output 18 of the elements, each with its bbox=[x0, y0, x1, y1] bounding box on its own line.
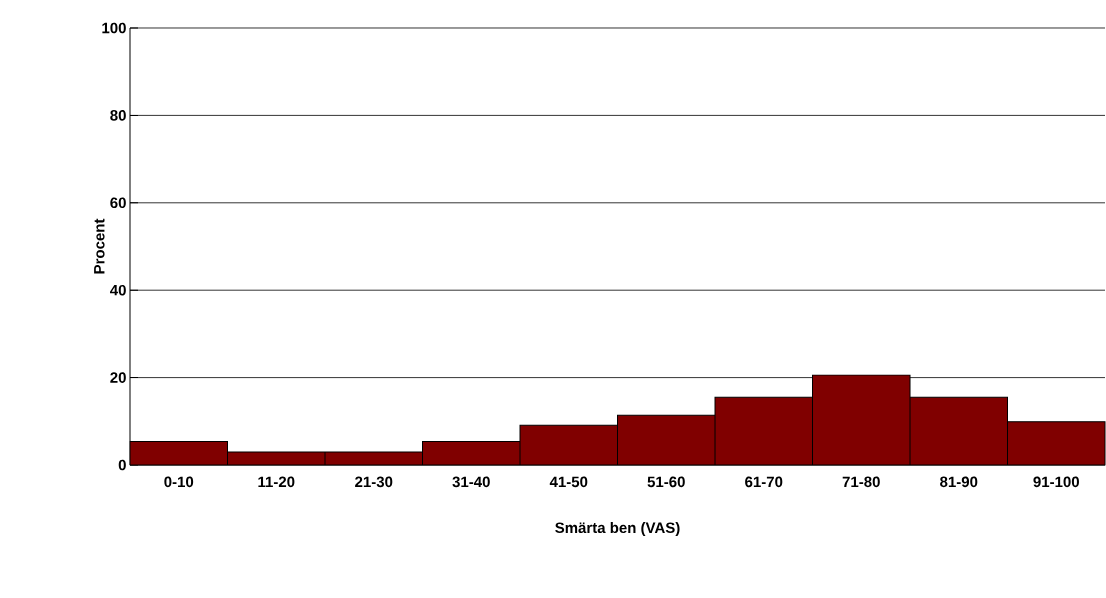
x-axis-title: Smärta ben (VAS) bbox=[555, 522, 680, 537]
y-tick-label: 60 bbox=[110, 197, 126, 209]
y-tick-label: 100 bbox=[102, 22, 126, 34]
y-axis-title: Procent bbox=[94, 218, 105, 274]
x-tick-label: 41-50 bbox=[549, 476, 588, 488]
x-tick-label: 31-40 bbox=[452, 476, 490, 488]
x-tick-label: 51-60 bbox=[647, 476, 685, 488]
x-tick-label: 11-20 bbox=[258, 476, 295, 488]
y-tick-label: 0 bbox=[118, 459, 126, 471]
x-tick-label: 21-30 bbox=[355, 476, 393, 488]
y-tick-label: 40 bbox=[110, 284, 126, 296]
y-tick-label: 80 bbox=[110, 110, 126, 121]
x-tick-label: 71-80 bbox=[842, 476, 880, 488]
x-tick-label: 81-90 bbox=[940, 476, 978, 488]
x-tick-label: 61-70 bbox=[745, 476, 783, 488]
y-tick-label: 20 bbox=[110, 372, 126, 383]
x-tick-label: 0-10 bbox=[164, 476, 194, 488]
x-tick-label: 91-100 bbox=[1033, 476, 1079, 488]
